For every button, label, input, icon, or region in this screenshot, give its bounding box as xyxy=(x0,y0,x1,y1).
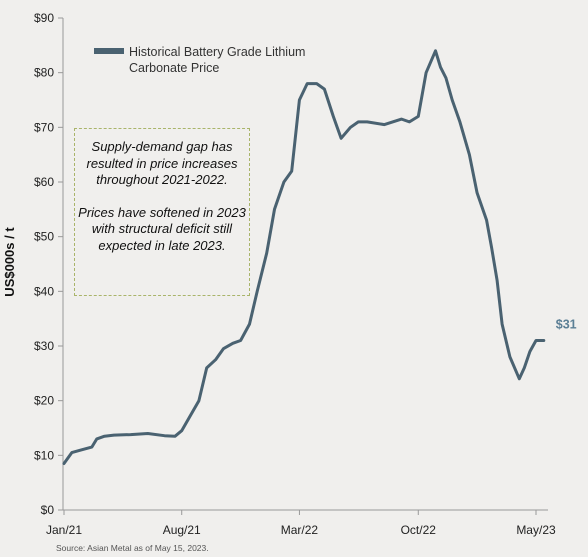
y-tick-label: $90 xyxy=(34,11,54,25)
x-tick-label: Oct/22 xyxy=(401,523,437,537)
y-tick-label: $20 xyxy=(34,394,54,408)
y-tick-label: $50 xyxy=(34,230,54,244)
annotation-text-2: Prices have softened in 2023 with struct… xyxy=(78,204,246,253)
source-note: Source: Asian Metal as of May 15, 2023. xyxy=(56,543,209,553)
y-tick-label: $40 xyxy=(34,284,54,298)
y-tick-label: $80 xyxy=(34,66,54,80)
x-tick-label: Mar/22 xyxy=(281,523,319,537)
y-axis-ticks: $0 $10 $20 $30 $40 $50 $60 $70 $80 $90 xyxy=(34,11,63,517)
annotation-box: Supply-demand gap has resulted in price … xyxy=(74,128,250,296)
end-value-label: $31 xyxy=(556,318,577,332)
x-axis-ticks: Jan/21 Aug/21 Mar/22 Oct/22 May/23 xyxy=(46,510,556,537)
y-tick-label: $10 xyxy=(34,448,54,462)
y-tick-label: $60 xyxy=(34,175,54,189)
x-tick-label: Jan/21 xyxy=(46,523,82,537)
y-axis-label: US$000s / t xyxy=(2,227,17,297)
legend-label-line-2: Carbonate Price xyxy=(129,61,219,75)
x-tick-label: Aug/21 xyxy=(163,523,201,537)
y-tick-label: $30 xyxy=(34,339,54,353)
series-line-lithium-price xyxy=(62,49,546,465)
y-tick-label: $70 xyxy=(34,120,54,134)
legend-label: Historical Battery Grade Lithium Carbona… xyxy=(129,45,309,75)
legend: Historical Battery Grade Lithium Carbona… xyxy=(94,45,309,75)
y-tick-label: $0 xyxy=(41,503,55,517)
x-tick-label: May/23 xyxy=(516,523,556,537)
legend-label-line-1: Historical Battery Grade Lithium xyxy=(129,45,305,59)
legend-swatch xyxy=(94,48,124,54)
annotation-text-1: Supply-demand gap has resulted in price … xyxy=(86,139,238,187)
